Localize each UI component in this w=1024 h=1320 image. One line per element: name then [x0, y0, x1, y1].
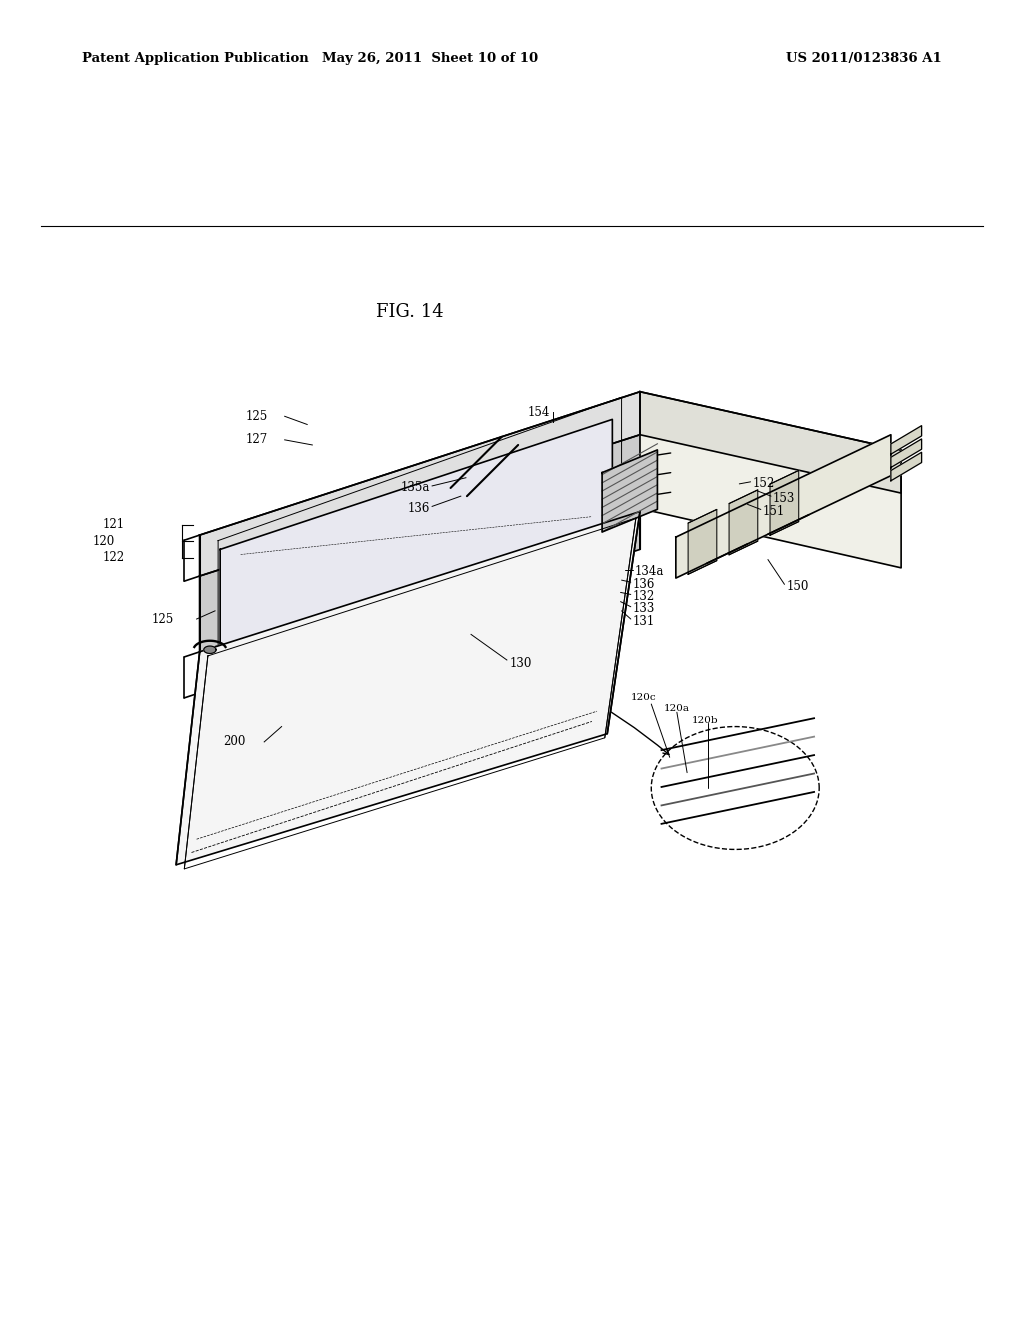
Text: 121: 121: [102, 519, 125, 532]
Polygon shape: [200, 392, 640, 576]
Text: 133: 133: [633, 602, 655, 615]
Polygon shape: [176, 512, 640, 865]
Text: 120c: 120c: [631, 693, 656, 702]
Text: 131: 131: [633, 615, 655, 627]
Text: Patent Application Publication: Patent Application Publication: [82, 51, 308, 65]
Polygon shape: [891, 440, 922, 467]
Text: 154: 154: [527, 405, 550, 418]
Text: 135a: 135a: [400, 482, 430, 495]
Polygon shape: [200, 392, 640, 652]
Text: 153: 153: [773, 492, 796, 504]
Text: 120: 120: [92, 535, 115, 548]
Text: 120a: 120a: [664, 704, 689, 713]
Polygon shape: [676, 434, 891, 578]
Text: 200: 200: [223, 735, 246, 748]
Polygon shape: [602, 450, 657, 532]
Text: 120b: 120b: [692, 715, 719, 725]
Text: May 26, 2011  Sheet 10 of 10: May 26, 2011 Sheet 10 of 10: [322, 51, 539, 65]
Text: 151: 151: [763, 506, 785, 517]
Polygon shape: [200, 434, 640, 693]
Polygon shape: [891, 453, 922, 480]
Polygon shape: [770, 470, 799, 536]
Polygon shape: [688, 510, 717, 574]
Text: 136: 136: [408, 502, 430, 515]
Text: 132: 132: [633, 590, 655, 603]
Text: 150: 150: [786, 579, 809, 593]
Polygon shape: [220, 420, 612, 652]
Text: FIG. 14: FIG. 14: [376, 302, 443, 321]
Text: 134a: 134a: [635, 565, 665, 578]
Polygon shape: [640, 392, 901, 494]
Text: 125: 125: [152, 612, 174, 626]
Text: 136: 136: [633, 578, 655, 591]
Polygon shape: [640, 392, 901, 568]
Text: US 2011/0123836 A1: US 2011/0123836 A1: [786, 51, 942, 65]
Text: 125: 125: [246, 409, 268, 422]
Polygon shape: [204, 645, 216, 653]
Text: 127: 127: [246, 433, 268, 446]
Text: 122: 122: [102, 552, 125, 564]
Polygon shape: [891, 425, 922, 454]
Polygon shape: [729, 490, 758, 554]
Text: 152: 152: [753, 478, 775, 490]
Text: 130: 130: [510, 656, 532, 669]
